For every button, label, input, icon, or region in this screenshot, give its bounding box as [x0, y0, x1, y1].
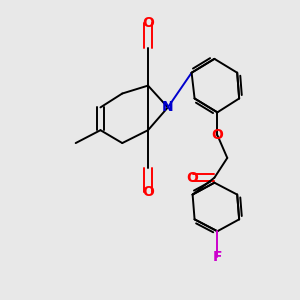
Text: O: O [142, 184, 154, 199]
Text: O: O [187, 171, 199, 185]
Text: N: N [162, 100, 174, 114]
Text: F: F [213, 250, 222, 264]
Text: O: O [142, 16, 154, 30]
Text: O: O [212, 128, 223, 142]
